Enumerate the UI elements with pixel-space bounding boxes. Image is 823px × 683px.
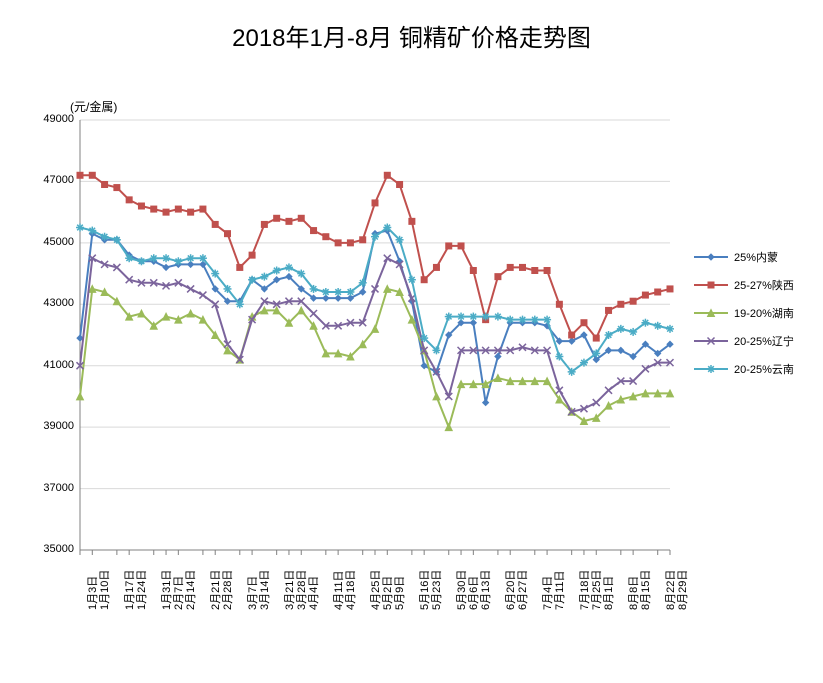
x-tick-label: 1月10日 (96, 570, 112, 610)
legend-label: 25-27%陕西 (734, 277, 794, 293)
x-tick-label: 5月9日 (391, 576, 407, 610)
y-tick-label: 49000 (30, 113, 74, 125)
y-tick-label: 37000 (30, 482, 74, 494)
x-tick-label: 3月14日 (256, 570, 272, 610)
legend-swatch (694, 250, 728, 264)
chart-container: 2018年1月-8月 铜精矿价格走势图 (元/金属) 3500037000390… (0, 0, 823, 683)
x-tick-label: 6月13日 (477, 570, 493, 610)
legend-swatch (694, 278, 728, 292)
legend-label: 20-25%云南 (734, 361, 794, 377)
x-tick-label: 2月14日 (182, 570, 198, 610)
x-tick-label: 8月29日 (674, 570, 690, 610)
y-tick-label: 47000 (30, 174, 74, 186)
x-tick-label: 6月27日 (514, 570, 530, 610)
y-tick-label: 43000 (30, 297, 74, 309)
x-tick-label: 8月15日 (637, 570, 653, 610)
legend-swatch (694, 334, 728, 348)
x-tick-label: 1月24日 (133, 570, 149, 610)
legend-item: 20-25%辽宁 (694, 334, 794, 348)
x-tick-label: 8月1日 (600, 576, 616, 610)
legend-label: 25%内蒙 (734, 249, 778, 265)
y-tick-label: 41000 (30, 359, 74, 371)
legend-label: 20-25%辽宁 (734, 333, 794, 349)
y-tick-label: 39000 (30, 420, 74, 432)
legend-item: 19-20%湖南 (694, 306, 794, 320)
legend-item: 25-27%陕西 (694, 278, 794, 292)
x-tick-label: 4月4日 (305, 576, 321, 610)
y-tick-label: 45000 (30, 236, 74, 248)
legend-swatch (694, 306, 728, 320)
x-tick-label: 5月23日 (428, 570, 444, 610)
legend-item: 20-25%云南 (694, 362, 794, 376)
legend-swatch (694, 362, 728, 376)
legend: 25%内蒙 25-27%陕西 19-20%湖南 20-25%辽宁 20-25%云南 (694, 250, 794, 390)
x-tick-label: 2月28日 (219, 570, 235, 610)
x-tick-label: 4月18日 (342, 570, 358, 610)
legend-item: 25%内蒙 (694, 250, 794, 264)
y-tick-label: 35000 (30, 543, 74, 555)
x-tick-label: 7月11日 (551, 570, 567, 610)
legend-label: 19-20%湖南 (734, 305, 794, 321)
series-20-25%云南 (76, 224, 674, 376)
